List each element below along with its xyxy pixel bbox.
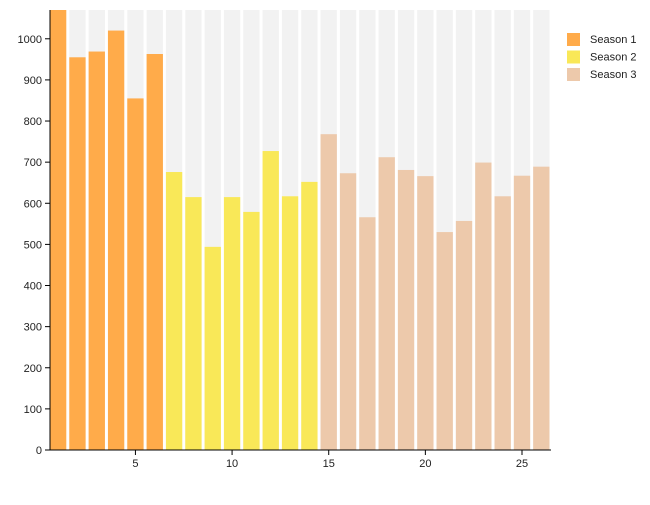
bar	[301, 181, 318, 450]
bar	[165, 172, 183, 450]
y-tick-label: 0	[36, 445, 42, 457]
y-tick-label: 600	[24, 198, 42, 210]
x-tick-label: 25	[516, 458, 528, 470]
bar	[320, 134, 337, 450]
bar	[223, 197, 241, 450]
y-tick-label: 1000	[18, 34, 42, 46]
legend-swatch	[567, 68, 580, 81]
bar	[494, 196, 511, 450]
legend-label: Season 1	[590, 34, 636, 46]
legend-swatch	[567, 33, 580, 46]
x-tick-label: 5	[132, 458, 138, 470]
bar	[107, 30, 125, 450]
x-tick-label: 10	[226, 458, 238, 470]
y-tick-label: 100	[24, 404, 42, 416]
bar	[243, 211, 260, 450]
bar	[475, 162, 492, 450]
y-tick-label: 200	[24, 363, 42, 375]
bar	[127, 98, 144, 450]
bar	[88, 51, 105, 450]
bar	[533, 166, 550, 450]
bar	[455, 220, 473, 450]
bar	[397, 169, 415, 450]
y-tick-label: 500	[24, 239, 42, 251]
bar	[513, 175, 531, 450]
y-tick-label: 400	[24, 281, 42, 293]
bar	[378, 157, 395, 450]
legend-label: Season 3	[590, 69, 636, 81]
bar	[417, 176, 434, 450]
y-tick-label: 800	[24, 116, 42, 128]
bar	[146, 54, 163, 450]
x-tick-label: 20	[419, 458, 431, 470]
bar	[50, 10, 67, 450]
y-tick-label: 300	[24, 322, 42, 334]
y-tick-label: 700	[24, 157, 42, 169]
bar	[339, 173, 357, 450]
legend-swatch	[567, 50, 580, 64]
bar	[204, 246, 221, 450]
bar	[185, 197, 202, 450]
x-tick-label: 15	[323, 458, 335, 470]
bar	[262, 151, 279, 450]
legend-label: Season 2	[590, 52, 636, 64]
bar	[436, 232, 453, 450]
bar	[69, 57, 86, 450]
y-tick-label: 900	[24, 75, 42, 87]
bar	[359, 217, 376, 450]
bar	[281, 196, 299, 450]
